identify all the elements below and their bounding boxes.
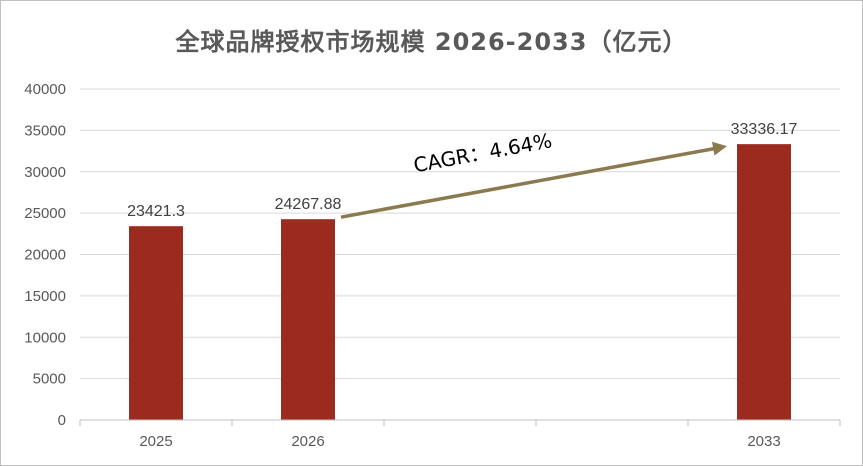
y-tick-label: 15000 [24, 288, 66, 305]
bars [129, 144, 791, 420]
bar-2026 [281, 219, 335, 420]
x-tick-label: 2033 [747, 433, 780, 450]
gridlines [80, 88, 840, 380]
x-tick-label: 2026 [291, 433, 324, 450]
y-axis-ticks: 0 5000 10000 15000 20000 25000 30000 35000 40000 [24, 81, 66, 429]
y-tick-label: 40000 [24, 81, 66, 98]
x-axis [79, 419, 841, 426]
data-label: 23421.3 [127, 203, 185, 220]
cagr-arrowhead [711, 141, 727, 156]
y-tick-label: 20000 [24, 247, 66, 264]
y-tick-label: 35000 [24, 122, 66, 139]
chart-title: 全球品牌授权市场规模 2026-2033（亿元） [175, 28, 688, 56]
cagr-arrow-line [340, 145, 722, 219]
bar-2025 [129, 226, 183, 420]
y-tick-label: 25000 [24, 205, 66, 222]
bar-2033 [737, 144, 791, 420]
cagr-annotation: CAGR：4.64% [340, 128, 727, 219]
data-labels: 23421.3 24267.88 33336.17 [127, 121, 797, 220]
data-label: 33336.17 [731, 121, 798, 138]
x-axis-ticks: 2025 2026 2033 [139, 433, 780, 450]
y-tick-label: 5000 [33, 371, 66, 388]
y-tick-label: 0 [58, 412, 66, 429]
data-label: 24267.88 [275, 196, 342, 213]
y-tick-label: 30000 [24, 164, 66, 181]
cagr-label: CAGR：4.64% [412, 128, 554, 177]
y-tick-label: 10000 [24, 329, 66, 346]
x-tick-label: 2025 [139, 433, 172, 450]
